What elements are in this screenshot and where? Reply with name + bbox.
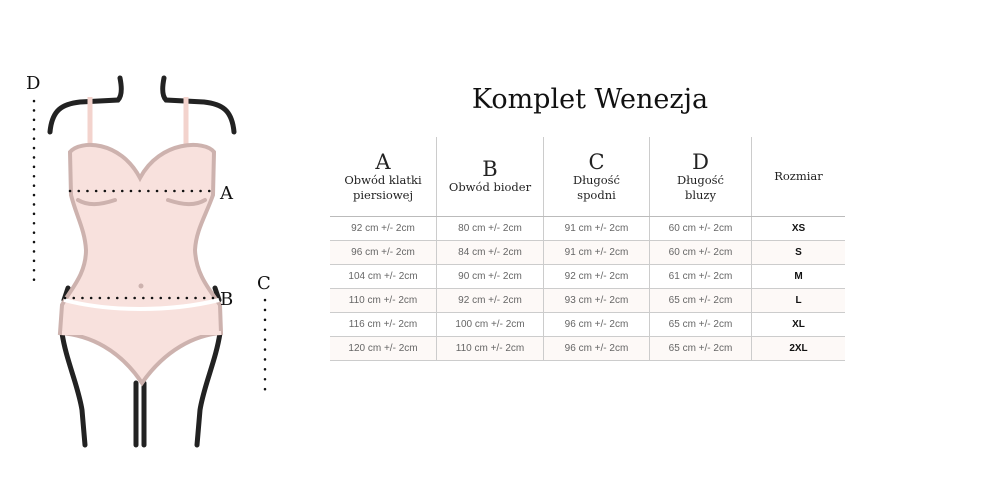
measurement-cell: 110 cm +/- 2cm bbox=[330, 288, 437, 313]
size-cell: L bbox=[751, 288, 845, 313]
table-header: A Obwód klatki piersiowej B Obwód bioder C… bbox=[330, 137, 845, 217]
measurement-cell: 96 cm +/- 2cm bbox=[543, 312, 650, 337]
measurement-cell: 60 cm +/- 2cm bbox=[649, 216, 752, 241]
measurement-cell: 91 cm +/- 2cm bbox=[543, 216, 650, 241]
label-b: B bbox=[220, 289, 233, 310]
measurement-cell: 65 cm +/- 2cm bbox=[649, 312, 752, 337]
navel bbox=[138, 283, 144, 289]
column-header-b: B Obwód bioder bbox=[436, 137, 544, 217]
measurement-cell: 96 cm +/- 2cm bbox=[330, 240, 437, 265]
measurement-cell: 80 cm +/- 2cm bbox=[436, 216, 544, 241]
measurement-cell: 61 cm +/- 2cm bbox=[649, 264, 752, 289]
measurement-cell: 65 cm +/- 2cm bbox=[649, 336, 752, 361]
page-title: Komplet Wenezja bbox=[471, 84, 709, 115]
measurement-cell: 60 cm +/- 2cm bbox=[649, 240, 752, 265]
table-row: 104 cm +/- 2cm 90 cm +/- 2cm 92 cm +/- 2cm… bbox=[330, 264, 845, 289]
column-header-size: Rozmiar bbox=[751, 137, 845, 217]
table-row: 120 cm +/- 2cm 110 cm +/- 2cm 96 cm +/- 2c… bbox=[330, 336, 845, 361]
body-measurement-figure: A B C D bbox=[26, 73, 271, 448]
measurement-cell: 110 cm +/- 2cm bbox=[436, 336, 544, 361]
size-table: A Obwód klatki piersiowej B Obwód bioder C… bbox=[330, 137, 845, 361]
table-row: 116 cm +/- 2cm 100 cm +/- 2cm 96 cm +/- 2c… bbox=[330, 312, 845, 337]
label-d: D bbox=[26, 73, 40, 94]
measurement-cell: 92 cm +/- 2cm bbox=[330, 216, 437, 241]
body-outline bbox=[47, 75, 237, 448]
size-cell: S bbox=[751, 240, 845, 265]
column-header-c: C Długość spodni bbox=[543, 137, 650, 217]
label-c: C bbox=[257, 273, 271, 294]
measurement-cell: 92 cm +/- 2cm bbox=[543, 264, 650, 289]
bodysuit bbox=[57, 142, 224, 387]
measurement-cell: 100 cm +/- 2cm bbox=[436, 312, 544, 337]
table-row: 92 cm +/- 2cm 80 cm +/- 2cm 91 cm +/- 2cm 6… bbox=[330, 216, 845, 241]
straps bbox=[87, 97, 189, 145]
size-cell: XL bbox=[751, 312, 845, 337]
size-cell: 2XL bbox=[751, 336, 845, 361]
table-row: 96 cm +/- 2cm 84 cm +/- 2cm 91 cm +/- 2cm 6… bbox=[330, 240, 845, 265]
waistband-gap bbox=[63, 298, 220, 311]
column-header-d: D Długość bluzy bbox=[649, 137, 752, 217]
measurement-cell: 116 cm +/- 2cm bbox=[330, 312, 437, 337]
table-row: 110 cm +/- 2cm 92 cm +/- 2cm 93 cm +/- 2cm… bbox=[330, 288, 845, 313]
measurement-cell: 84 cm +/- 2cm bbox=[436, 240, 544, 265]
measurement-cell: 65 cm +/- 2cm bbox=[649, 288, 752, 313]
measure-lines bbox=[32, 99, 267, 400]
measurement-cell: 90 cm +/- 2cm bbox=[436, 264, 544, 289]
size-cell: XS bbox=[751, 216, 845, 241]
size-cell: M bbox=[751, 264, 845, 289]
column-header-a: A Obwód klatki piersiowej bbox=[330, 137, 437, 217]
measurement-cell: 96 cm +/- 2cm bbox=[543, 336, 650, 361]
measurement-cell: 104 cm +/- 2cm bbox=[330, 264, 437, 289]
label-a: A bbox=[219, 183, 234, 204]
measurement-cell: 91 cm +/- 2cm bbox=[543, 240, 650, 265]
measurement-cell: 92 cm +/- 2cm bbox=[436, 288, 544, 313]
measurement-cell: 120 cm +/- 2cm bbox=[330, 336, 437, 361]
measurement-cell: 93 cm +/- 2cm bbox=[543, 288, 650, 313]
